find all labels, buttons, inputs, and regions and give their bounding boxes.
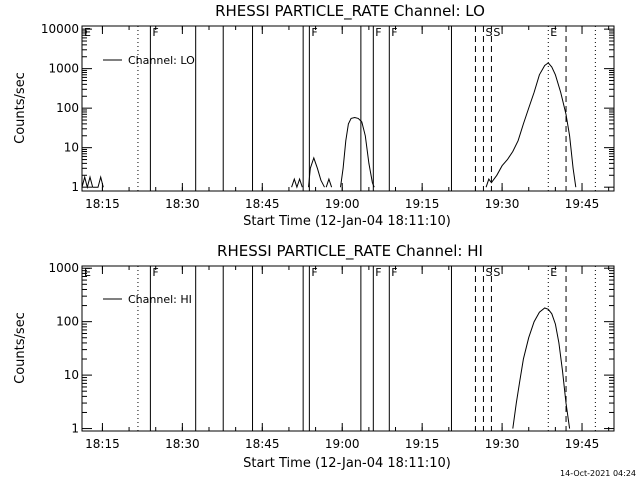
panel-lo-series-line xyxy=(485,62,577,188)
panel-lo-y-tick-label: 10 xyxy=(64,141,79,155)
panel-hi-x-tick-label: 18:30 xyxy=(165,437,200,451)
panel-lo-series-line xyxy=(81,175,104,190)
panel-hi-x-tick-label: 18:15 xyxy=(85,437,120,451)
panel-hi-y-tick-label: 100 xyxy=(56,315,79,329)
panel-lo-x-tick-label: 18:45 xyxy=(245,197,280,211)
panel-lo-x-tick-label: 18:15 xyxy=(85,197,120,211)
panel-hi-title: RHESSI PARTICLE_RATE Channel: HI xyxy=(217,242,483,261)
panel-lo-marker-label: F xyxy=(152,26,158,39)
panel-hi-y-tick-label: 10 xyxy=(64,368,79,382)
panel-hi-x-tick-label: 19:30 xyxy=(485,437,520,451)
panel-lo-legend-label: Channel: LO xyxy=(128,54,195,67)
panel-lo-x-tick-label: 19:15 xyxy=(405,197,440,211)
panel-lo-frame xyxy=(81,25,615,192)
panel-hi-legend-label: Channel: HI xyxy=(128,293,192,306)
panel-hi-x-tick-label: 19:00 xyxy=(325,437,360,451)
panel-lo-title: RHESSI PARTICLE_RATE Channel: LO xyxy=(215,2,485,21)
timestamp-footer: 14-Oct-2021 04:24 xyxy=(560,469,636,478)
panel-lo-marker-label: F xyxy=(311,26,317,39)
panel-lo-y-tick-label: 1000 xyxy=(48,62,79,76)
panel-lo-series-line xyxy=(291,177,303,189)
panel-lo-y-tick-label: 1 xyxy=(71,180,79,194)
panel-lo-legend: Channel: LO xyxy=(103,54,195,67)
panel-hi-xlabel: Start Time (12-Jan-04 18:11:10) xyxy=(243,456,451,471)
panel-hi-y-tick-label: 1 xyxy=(71,422,79,436)
panel-hi-x-tick-label: 18:45 xyxy=(245,437,280,451)
panel-hi-marker-label: S xyxy=(493,266,500,279)
panel-hi-marker-label: F xyxy=(311,266,317,279)
panel-lo-marker-label: F xyxy=(391,26,397,39)
panel-hi-y-tick-label: 1000 xyxy=(48,261,79,275)
panel-hi-x-tick-label: 19:15 xyxy=(405,437,440,451)
panel-hi-frame xyxy=(81,265,615,432)
panel-lo-marker-label: E xyxy=(550,26,557,39)
panel-lo-x-tick-label: 19:30 xyxy=(485,197,520,211)
panel-hi-series-line xyxy=(512,307,571,429)
panel-lo-marker-label: E xyxy=(84,26,91,39)
panel-lo-marker-label: F xyxy=(375,26,381,39)
panel-lo-series-line xyxy=(308,156,325,188)
panel-hi-marker-label: F xyxy=(375,266,381,279)
panel-hi-marker-label: F xyxy=(152,266,158,279)
panel-lo-x-tick-label: 19:00 xyxy=(325,197,360,211)
panel-lo-x-tick-label: 18:30 xyxy=(165,197,200,211)
panel-hi-x-tick-label: 19:45 xyxy=(565,437,600,451)
panel-lo-series-line xyxy=(340,116,375,188)
panel-lo-y-tick-label: 100 xyxy=(56,101,79,115)
panel-lo-marker-label: S xyxy=(485,26,492,39)
panel-lo-y-tick-label: 10000 xyxy=(41,22,79,36)
panel-hi-marker-label: F xyxy=(391,266,397,279)
panel-lo-ylabel: Counts/sec xyxy=(13,72,28,144)
panel-lo-series-line xyxy=(325,177,333,188)
panel-lo-marker-label: S xyxy=(493,26,500,39)
panel-hi-marker-label: S xyxy=(485,266,492,279)
panel-hi-marker-label: E xyxy=(550,266,557,279)
panel-hi-marker-label: E xyxy=(84,266,91,279)
panel-hi-ylabel: Counts/sec xyxy=(13,312,28,384)
panel-lo-xlabel: Start Time (12-Jan-04 18:11:10) xyxy=(243,214,451,229)
panel-hi-legend: Channel: HI xyxy=(103,293,192,306)
panel-lo-x-tick-label: 19:45 xyxy=(565,197,600,211)
